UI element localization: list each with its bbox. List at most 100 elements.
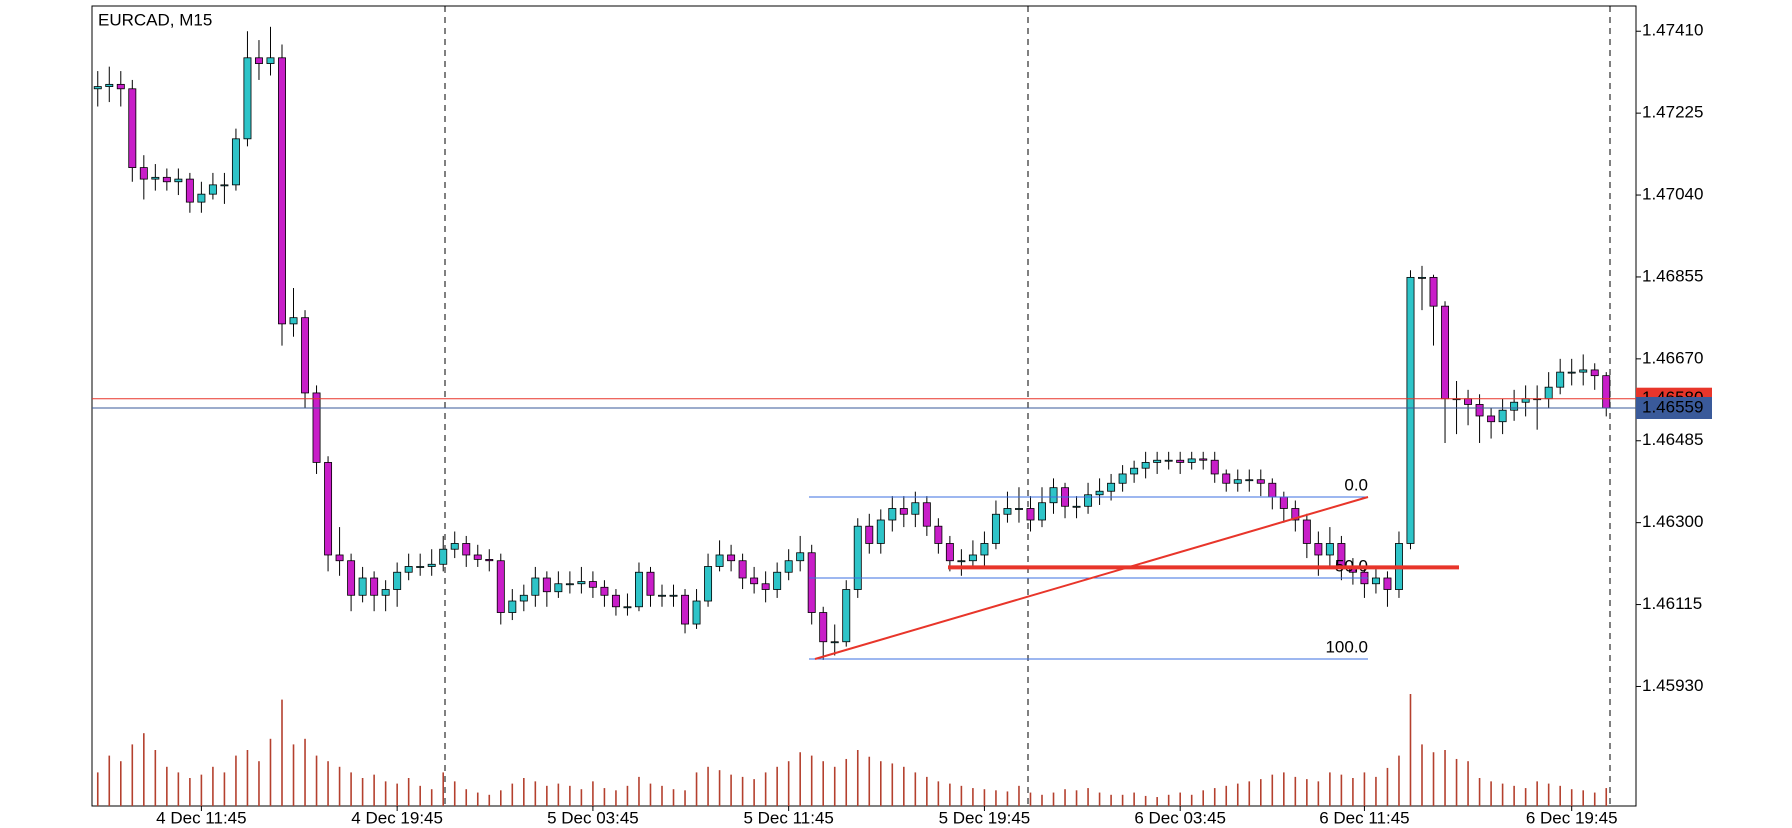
candle-body <box>1602 375 1611 409</box>
candle-body <box>715 554 724 567</box>
candle-body <box>105 83 114 87</box>
candle-body <box>1210 459 1219 475</box>
candle-body <box>1256 479 1265 484</box>
candle-body <box>1325 543 1334 556</box>
candle-body <box>1279 496 1288 509</box>
candle-body <box>93 86 102 90</box>
candle-body <box>773 571 782 590</box>
candle-body <box>174 178 183 183</box>
fib-label: 100.0 <box>1325 638 1368 657</box>
candle-body <box>1487 415 1496 423</box>
chart-title: EURCAD, M15 <box>98 10 212 29</box>
candle-body <box>254 57 263 64</box>
candle-body <box>922 502 931 527</box>
x-tick-label: 5 Dec 11:45 <box>743 808 833 827</box>
candle-body <box>1026 508 1035 521</box>
candle-body <box>830 641 839 644</box>
candle-body <box>750 577 759 585</box>
candle-body <box>796 552 805 562</box>
candle-body <box>1222 473 1231 484</box>
candle-body <box>531 577 540 596</box>
candle-body <box>554 583 563 593</box>
candle-body <box>1049 487 1058 504</box>
candle-body <box>1464 398 1473 405</box>
candle-body <box>968 554 977 562</box>
candle-body <box>658 594 666 597</box>
candle-body <box>1084 494 1093 507</box>
x-tick-label: 6 Dec 03:45 <box>1134 808 1226 827</box>
candle-body <box>427 563 436 567</box>
candle-body <box>1245 479 1254 482</box>
candle-body <box>600 586 609 596</box>
candle-body <box>243 57 252 140</box>
candle-body <box>1291 508 1300 521</box>
candle-body <box>473 554 482 560</box>
candle-body <box>278 57 286 325</box>
x-tick-label: 5 Dec 19:45 <box>939 808 1031 827</box>
candle-body <box>1406 276 1415 544</box>
candle-body <box>393 571 402 590</box>
candle-body <box>876 519 885 544</box>
candle-body <box>865 525 874 544</box>
candle-body <box>370 577 379 596</box>
candle-body <box>565 583 574 586</box>
candle-body <box>208 184 217 195</box>
candle-body <box>1268 482 1277 498</box>
candle-body <box>289 317 298 325</box>
candle-body <box>577 581 586 585</box>
candle-body <box>508 600 517 613</box>
candle-body <box>1233 479 1242 484</box>
candle-body <box>162 176 171 183</box>
candle-body <box>819 612 828 643</box>
plot-layer: 1.47410 1.47225 1.47040 1.46855 1.46670 1.464… <box>92 21 1712 827</box>
candle-body <box>1072 505 1081 508</box>
candle-body <box>301 317 309 394</box>
fib-label: 0.0 <box>1344 475 1368 494</box>
candle-body <box>1176 459 1185 463</box>
candle-body <box>980 543 989 556</box>
candle-body <box>485 559 494 562</box>
candle-body <box>669 594 678 597</box>
candle-body <box>1003 508 1012 515</box>
candle-body <box>1314 543 1323 556</box>
bid-label: 1.46559 <box>1642 397 1703 416</box>
candle-body <box>1015 508 1023 510</box>
candle-body <box>381 589 390 596</box>
candle-body <box>358 577 367 596</box>
candle-body <box>1567 371 1576 374</box>
candle-body <box>139 167 148 180</box>
y-tick-label: 1.47225 <box>1642 103 1703 122</box>
candle-body <box>220 184 229 187</box>
candle-body <box>1199 458 1208 461</box>
candle-body <box>957 560 966 563</box>
candle-body <box>1095 490 1104 496</box>
candle-body <box>635 571 643 608</box>
candle-body <box>335 554 344 562</box>
candle-body <box>1164 459 1173 462</box>
y-tick-label: 1.46855 <box>1642 266 1703 285</box>
candle-body <box>1153 459 1162 463</box>
candle-body <box>738 560 747 579</box>
candle-body <box>519 594 528 602</box>
candle-body <box>312 392 321 463</box>
bid-label-box <box>1636 396 1712 419</box>
candle-body <box>185 178 194 203</box>
candle-body <box>439 548 448 565</box>
x-tick-label: 4 Dec 19:45 <box>351 808 443 827</box>
candle-body <box>646 571 655 596</box>
candle-body <box>462 543 471 556</box>
candle-body <box>1038 502 1046 521</box>
candle-body <box>1187 458 1196 463</box>
y-tick-label: 1.47040 <box>1642 185 1703 204</box>
candle-body <box>266 57 275 64</box>
candle-body <box>1590 369 1599 377</box>
y-tick-label: 1.46300 <box>1642 512 1703 531</box>
x-tick-label: 6 Dec 19:45 <box>1526 808 1618 827</box>
plot-frame <box>91 5 1637 807</box>
trend-line <box>814 496 1369 660</box>
candle-body <box>911 502 920 515</box>
candle-body <box>1579 369 1588 373</box>
candle-body <box>450 543 459 550</box>
